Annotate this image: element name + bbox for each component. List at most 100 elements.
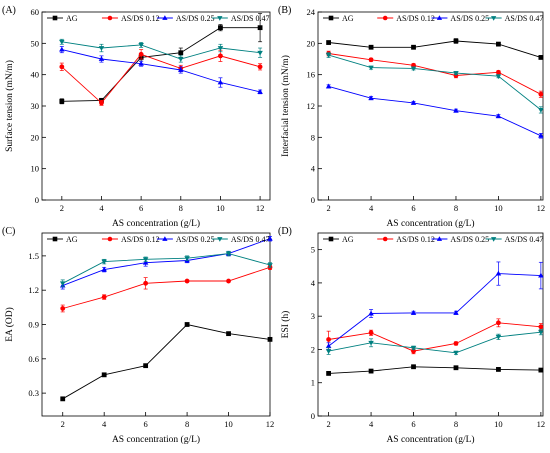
data-point — [59, 46, 65, 52]
legend-label: AG — [66, 235, 78, 244]
data-point — [368, 44, 374, 50]
data-point — [143, 280, 149, 286]
data-point — [496, 69, 501, 75]
legend-marker — [162, 15, 168, 20]
chart-panel-1: 2 4 6 8 10 12 0 10 20 30 40 50 60 AS concentration (g… — [2, 5, 271, 229]
x-tick-label: 6 — [411, 419, 415, 429]
x-tick-label: 2 — [326, 419, 330, 429]
y-tick-label: 12 — [307, 101, 316, 111]
data-point — [368, 340, 374, 346]
data-point — [218, 25, 223, 31]
plot-frame — [41, 232, 271, 417]
series-3 — [325, 261, 544, 350]
legend-marker — [52, 236, 58, 242]
y-tick-label: 20 — [307, 38, 316, 48]
data-point — [267, 235, 273, 241]
series-line — [61, 27, 261, 102]
legend-label: AS/DS 0.12 — [121, 235, 160, 244]
x-tick-label: 12 — [266, 419, 275, 429]
data-point — [142, 259, 149, 265]
legend: AG AS/DS 0.12 AS/DS 0.25 AS/DS 0.47 — [323, 235, 543, 244]
data-point — [495, 270, 502, 276]
y-tick-label: 30 — [31, 101, 40, 111]
data-point — [98, 46, 105, 51]
x-axis-title: AS concentration (g/L) — [386, 434, 474, 445]
legend-marker — [52, 15, 58, 21]
series-line — [328, 53, 542, 95]
x-axis-title: AS concentration (g/L) — [386, 218, 474, 229]
legend-label: AS/DS 0.25 — [176, 14, 215, 23]
data-point — [453, 341, 459, 346]
y-tick-label: 1.2 — [28, 285, 39, 295]
x-tick-label: 4 — [99, 203, 104, 213]
legend-marker — [382, 15, 388, 21]
legend-marker — [328, 236, 334, 242]
data-point — [538, 91, 544, 97]
x-tick-label: 8 — [454, 203, 458, 213]
series-line — [328, 366, 541, 374]
data-point — [178, 57, 184, 62]
y-tick-label: 16 — [307, 70, 316, 80]
data-point — [538, 330, 544, 336]
y-tick-label: 0 — [311, 411, 315, 421]
series-line — [62, 324, 271, 400]
legend-marker — [436, 236, 443, 241]
legend-label: AG — [342, 235, 354, 244]
data-point — [495, 334, 502, 340]
data-point — [178, 50, 184, 56]
x-tick-label: 12 — [537, 419, 546, 429]
data-point — [325, 53, 332, 58]
legend-label: AS/DS 0.12 — [396, 14, 435, 23]
data-point — [60, 396, 66, 402]
series-1 — [326, 364, 544, 376]
series-line — [328, 273, 541, 347]
data-point — [143, 363, 149, 369]
series-1 — [60, 322, 273, 402]
series-4 — [325, 329, 544, 356]
y-axis-title: ESI (h) — [280, 311, 291, 339]
legend-marker — [491, 237, 497, 242]
x-tick-label: 10 — [494, 203, 503, 213]
series-line — [62, 266, 271, 309]
data-point — [368, 57, 374, 63]
data-point — [368, 368, 374, 374]
panel-label: (B) — [278, 5, 291, 16]
data-point — [410, 345, 417, 351]
data-point — [138, 51, 144, 57]
data-point — [225, 251, 232, 257]
data-point — [325, 349, 332, 354]
legend-label: AS/DS 0.25 — [176, 235, 215, 244]
data-point — [99, 100, 104, 106]
data-point — [226, 278, 231, 284]
data-point — [453, 107, 459, 113]
data-point — [142, 257, 149, 263]
legend-marker — [328, 15, 334, 21]
data-point — [411, 348, 416, 354]
data-point — [101, 259, 107, 265]
plot-frame — [317, 232, 544, 417]
data-point — [410, 99, 417, 105]
data-point — [496, 41, 501, 47]
data-point — [368, 310, 374, 316]
x-axis-title: AS concentration (g/L) — [112, 434, 200, 445]
chart-panel-3: 2 4 6 8 10 12 0.3 0.6 0.9 1.2 1.5 AS concentration … — [2, 226, 274, 445]
data-point — [496, 320, 501, 326]
y-tick-label: 10 — [31, 164, 40, 174]
data-point — [411, 44, 416, 50]
data-point — [257, 89, 263, 94]
data-point — [257, 25, 263, 31]
x-tick-label: 10 — [224, 419, 233, 429]
y-tick-label: 4 — [311, 278, 316, 288]
data-point — [59, 98, 65, 104]
data-point — [538, 367, 544, 373]
legend-marker — [217, 237, 223, 242]
x-tick-label: 2 — [60, 203, 64, 213]
y-axis-title: Surface tension (mN/m) — [4, 60, 15, 152]
x-tick-label: 10 — [494, 419, 503, 429]
data-point — [138, 60, 144, 66]
plot-frame — [41, 11, 271, 201]
x-axis-title: AS concentration (g/L) — [112, 218, 200, 229]
panel-label: (D) — [278, 226, 292, 237]
y-tick-label: 60 — [31, 7, 40, 17]
